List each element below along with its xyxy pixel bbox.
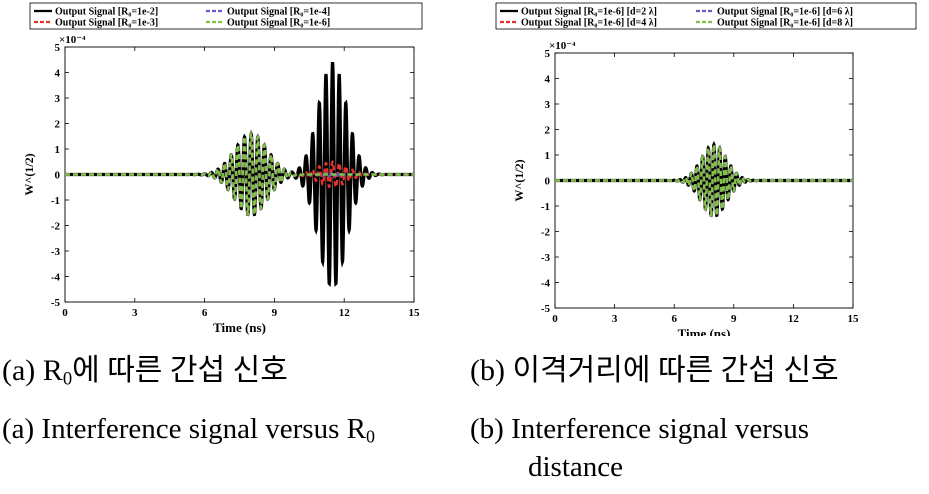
- legend-entry-1: Output Signal [R₀=1e-6] [d=4 λ]: [521, 18, 657, 29]
- y-tick-label: -3: [51, 246, 61, 258]
- legend-box: [495, 2, 917, 30]
- legend-entry-3: Output Signal [R₀=1e-6]: [227, 18, 330, 29]
- y-tick-label: 4: [545, 74, 551, 86]
- x-axis-label: Time (ns): [213, 320, 266, 335]
- x-tick-label: 12: [788, 313, 800, 325]
- caption-b-korean-text: (b) 이격거리에 따른 간섭 신호: [470, 354, 839, 387]
- caption-a-korean-suffix: 에 따른 간섭 신호: [72, 354, 288, 387]
- x-tick-label: 6: [202, 307, 208, 319]
- x-tick-label: 0: [62, 307, 68, 319]
- x-axis-label: Time (ns): [678, 326, 731, 336]
- caption-a-korean-prefix: (a) R: [2, 354, 63, 387]
- chart-panel-b: Output Signal [R₀=1e-6] [d=2 λ] Output Si…: [470, 0, 929, 341]
- y-tick-label: 4: [55, 68, 61, 80]
- caption-a-korean: (a) R0에 따른 간섭 신호: [2, 352, 288, 399]
- y-tick-label: 3: [55, 93, 61, 105]
- y-tick-label: 1: [545, 150, 551, 162]
- caption-a-english-subscript: 0: [365, 426, 375, 447]
- y-tick-label: -1: [51, 195, 60, 207]
- y-tick-label: 5: [545, 48, 551, 60]
- y-tick-label: -3: [541, 252, 551, 264]
- y-axis-label: W^(1/2): [512, 159, 526, 201]
- caption-b-english-line1: (b) Interference signal versus: [470, 413, 809, 445]
- x-tick-label: 6: [671, 313, 677, 325]
- y-tick-label: 3: [545, 99, 551, 111]
- legend-entry-3: Output Signal [R₀=1e-6] [d=8 λ]: [717, 18, 853, 29]
- legend-box: [29, 2, 423, 30]
- y-tick-label: 2: [55, 119, 61, 131]
- x-tick-label: 9: [731, 313, 737, 325]
- y-tick-label: 0: [55, 170, 61, 182]
- legend-entry-2: Output Signal [R₀=1e-4]: [227, 7, 330, 18]
- y-tick-label: 5: [55, 42, 61, 54]
- y-exponent-label: ×10⁻⁴: [59, 34, 86, 46]
- legend-entry-2: Output Signal [R₀=1e-6] [d=6 λ]: [717, 7, 853, 18]
- y-tick-label: -4: [541, 278, 551, 290]
- y-tick-label: 0: [545, 176, 551, 188]
- y-tick-label: -5: [51, 297, 61, 309]
- caption-b-korean: (b) 이격거리에 따른 간섭 신호: [470, 352, 839, 390]
- y-tick-label: -2: [541, 227, 551, 239]
- legend-entry-1: Output Signal [R₀=1e-3]: [55, 18, 158, 29]
- y-axis-label: W^(1/2): [22, 153, 36, 195]
- chart-b-svg: Output Signal [R₀=1e-6] [d=2 λ]Output Si…: [495, 2, 917, 341]
- y-tick-label: 1: [55, 144, 61, 156]
- legend-entry-0: Output Signal [R₀=1e-2]: [55, 7, 158, 18]
- y-tick-label: 2: [545, 125, 551, 137]
- y-tick-label: -4: [51, 272, 61, 284]
- x-tick-label: 0: [552, 313, 558, 325]
- caption-a-english-prefix: (a) Interference signal versus R: [2, 413, 366, 445]
- series-line-3: [65, 130, 414, 216]
- y-tick-label: -2: [51, 221, 61, 233]
- x-tick-label: 15: [848, 313, 860, 325]
- chart-panel-a: Output Signal [R₀=1e-2] Output Signal [R₀…: [0, 0, 470, 336]
- chart-a-svg: Output Signal [R₀=1e-2]Output Signal [R₀…: [22, 2, 423, 335]
- y-tick-label: -1: [541, 201, 550, 213]
- y-exponent-label: ×10⁻⁴: [549, 40, 576, 52]
- x-tick-label: 15: [409, 307, 421, 319]
- x-tick-label: 3: [132, 307, 138, 319]
- caption-a-english: (a) Interference signal versus R0: [2, 410, 375, 455]
- caption-b-english: (b) Interference signal versus distance: [470, 410, 809, 486]
- caption-a-korean-subscript: 0: [62, 368, 73, 390]
- x-tick-label: 3: [612, 313, 618, 325]
- x-tick-label: 12: [339, 307, 351, 319]
- legend-entry-0: Output Signal [R₀=1e-6] [d=2 λ]: [521, 7, 657, 18]
- x-tick-label: 9: [272, 307, 278, 319]
- y-tick-label: -5: [541, 303, 551, 315]
- caption-b-english-line2: distance: [528, 451, 624, 483]
- series-line-3: [555, 141, 853, 217]
